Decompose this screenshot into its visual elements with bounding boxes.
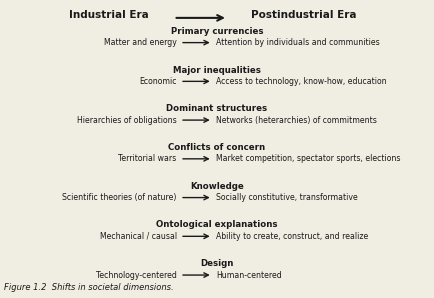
Text: Ontological explanations: Ontological explanations (156, 221, 278, 229)
Text: Design: Design (201, 259, 233, 268)
Text: Primary currencies: Primary currencies (171, 27, 263, 36)
Text: Major inequalities: Major inequalities (173, 66, 261, 74)
Text: Attention by individuals and communities: Attention by individuals and communities (216, 38, 380, 47)
Text: Knowledge: Knowledge (190, 182, 244, 191)
Text: Access to technology, know-how, education: Access to technology, know-how, educatio… (216, 77, 387, 86)
Text: Technology-centered: Technology-centered (96, 271, 177, 280)
Text: Dominant structures: Dominant structures (166, 104, 268, 113)
Text: Human-centered: Human-centered (216, 271, 282, 280)
Text: Scientific theories (of nature): Scientific theories (of nature) (62, 193, 177, 202)
Text: Conflicts of concern: Conflicts of concern (168, 143, 266, 152)
Text: Industrial Era: Industrial Era (69, 10, 148, 21)
Text: Socially constitutive, transformative: Socially constitutive, transformative (216, 193, 358, 202)
Text: Mechanical / causal: Mechanical / causal (99, 232, 177, 241)
Text: Ability to create, construct, and realize: Ability to create, construct, and realiz… (216, 232, 368, 241)
Text: Hierarchies of obligations: Hierarchies of obligations (77, 116, 177, 125)
Text: Matter and energy: Matter and energy (104, 38, 177, 47)
Text: Economic: Economic (139, 77, 177, 86)
Text: Networks (heterarchies) of commitments: Networks (heterarchies) of commitments (216, 116, 377, 125)
Text: Market competition, spectator sports, elections: Market competition, spectator sports, el… (216, 154, 401, 163)
Text: Postindustrial Era: Postindustrial Era (251, 10, 357, 21)
Text: Figure 1.2  Shifts in societal dimensions.: Figure 1.2 Shifts in societal dimensions… (4, 283, 174, 292)
Text: Territorial wars: Territorial wars (118, 154, 177, 163)
